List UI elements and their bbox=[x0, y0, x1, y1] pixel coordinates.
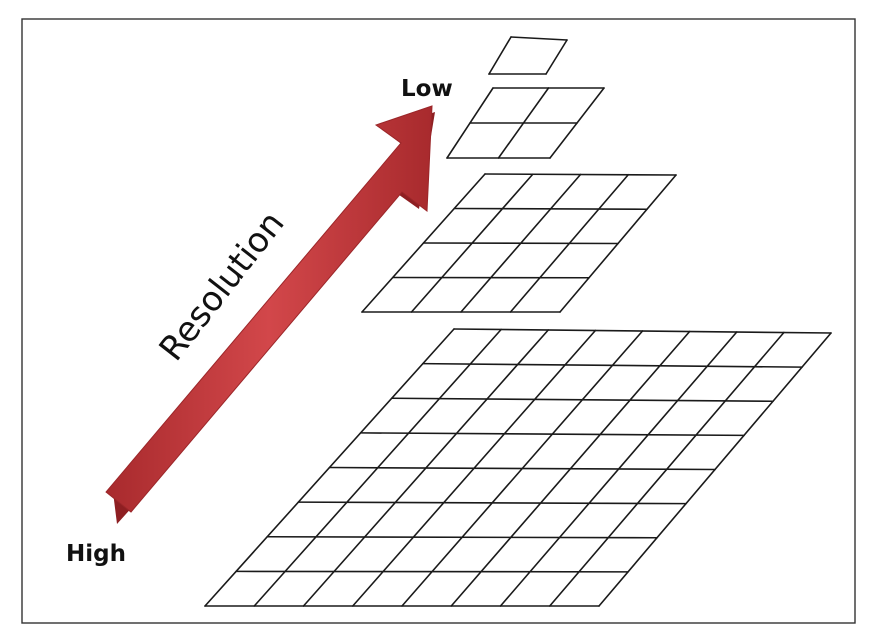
grid-level-4x4 bbox=[361, 173, 677, 313]
high-label: High bbox=[66, 541, 126, 567]
figure-frame bbox=[21, 18, 856, 624]
grid-column-line bbox=[351, 329, 597, 607]
grid-column-line bbox=[548, 331, 785, 607]
grid-column-line bbox=[410, 173, 534, 313]
grid-column-line bbox=[499, 331, 738, 607]
low-label: Low bbox=[401, 76, 453, 102]
grid-column-line bbox=[509, 173, 630, 313]
resolution-arrow bbox=[105, 105, 435, 524]
grid-column-line bbox=[253, 328, 502, 607]
grid-column-line bbox=[460, 173, 582, 313]
resolution-arrow-body bbox=[105, 105, 433, 513]
grid-column-line bbox=[545, 39, 568, 75]
grid-column-line bbox=[361, 173, 486, 313]
grid-level-2x2 bbox=[446, 87, 605, 159]
grid-column-line bbox=[450, 330, 691, 607]
grid-column-line bbox=[488, 36, 512, 75]
grid-column-line bbox=[549, 87, 605, 159]
grid-column-line bbox=[401, 330, 644, 607]
grid-column-line bbox=[598, 332, 832, 607]
grid-column-line bbox=[302, 329, 550, 607]
grid-row-line bbox=[510, 36, 568, 41]
grid-column-line bbox=[204, 328, 455, 607]
grid-column-line bbox=[497, 87, 550, 159]
grid-column-line bbox=[559, 174, 677, 313]
grid-level-1x1 bbox=[488, 36, 568, 75]
grid-column-line bbox=[446, 87, 494, 159]
grid-level-8x8 bbox=[204, 328, 832, 607]
